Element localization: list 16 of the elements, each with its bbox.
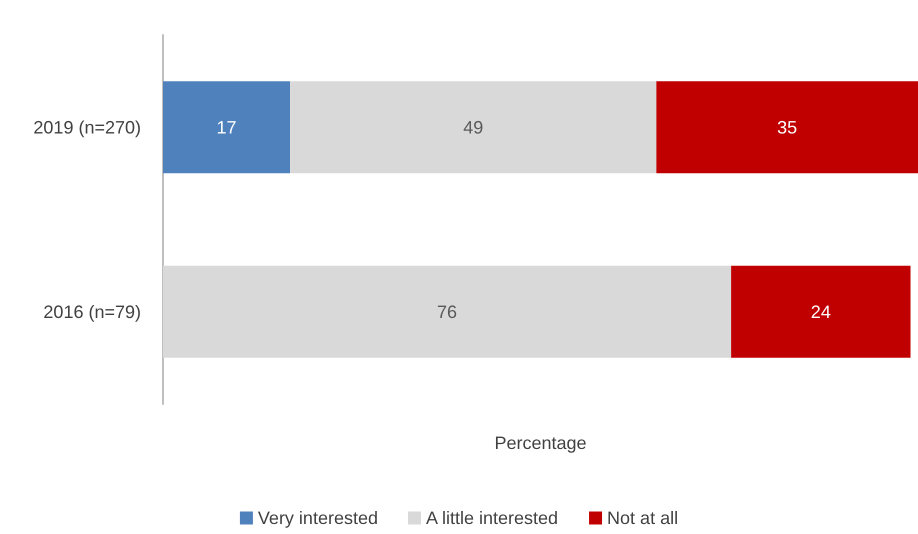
- y-tick-label: 2016 (n=79): [43, 302, 141, 322]
- bar: [656, 81, 918, 174]
- y-tick-label: 2019 (n=270): [33, 117, 141, 138]
- bar: [290, 81, 656, 174]
- data-label: 24: [810, 302, 831, 322]
- bar: [163, 81, 290, 174]
- bar: [731, 266, 911, 358]
- x-axis-title: Percentage: [494, 433, 587, 453]
- legend-label: Not at all: [607, 508, 678, 528]
- data-label: 17: [216, 117, 237, 138]
- bar: [163, 266, 732, 358]
- data-label: 35: [777, 117, 798, 138]
- data-label: 49: [463, 117, 484, 138]
- data-label: 76: [437, 302, 458, 322]
- legend-label: A little interested: [426, 508, 558, 528]
- legend-label: Very interested: [258, 508, 378, 528]
